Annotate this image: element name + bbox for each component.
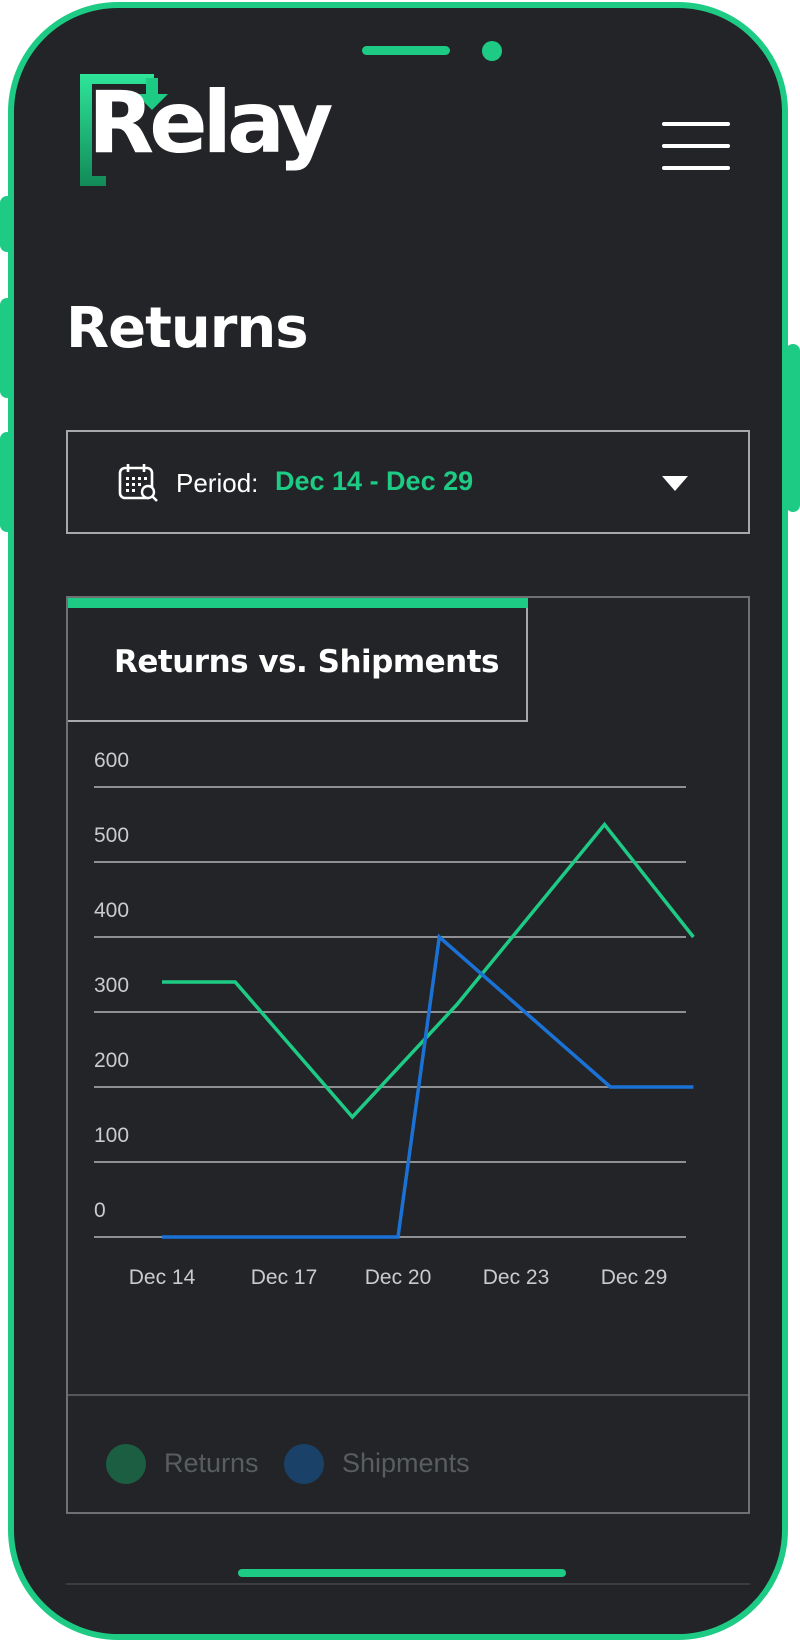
x-tick-label: Dec 23: [483, 1266, 550, 1289]
speaker-grille: [362, 46, 450, 55]
y-tick-label: 300: [94, 974, 129, 997]
front-camera: [482, 41, 502, 61]
x-tick-label: Dec 17: [251, 1266, 318, 1289]
returns-shipments-line-chart: 600 500 400 300 200 100 0 Dec 14 Dec 17 Dec 20 Dec…: [94, 749, 695, 1289]
y-tick-label: 600: [94, 749, 129, 772]
caret-down-icon[interactable]: [662, 476, 688, 492]
hamburger-menu-icon[interactable]: [662, 122, 730, 172]
phone-frame: Relay Returns Period: Dec 14 - Dec 29 Re…: [8, 2, 788, 1640]
legend-label-shipments: Shipments: [342, 1448, 470, 1478]
x-tick-label: Dec 29: [601, 1266, 668, 1289]
period-value: Dec 14 - Dec 29: [275, 466, 474, 496]
y-tick-label: 400: [94, 899, 129, 922]
legend-label-returns: Returns: [164, 1448, 259, 1478]
period-selector[interactable]: Period: Dec 14 - Dec 29: [66, 430, 750, 534]
next-card-edge: [66, 1583, 750, 1585]
period-label: Period:: [176, 468, 259, 498]
y-tick-label: 500: [94, 824, 129, 847]
tab-title: Returns vs. Shipments: [114, 644, 500, 680]
logo-wordmark: Relay: [88, 73, 333, 173]
tab-active-indicator: [68, 598, 528, 608]
y-tick-label: 200: [94, 1049, 129, 1072]
legend-dot-shipments: [284, 1444, 324, 1484]
y-tick-label: 0: [94, 1199, 106, 1222]
chart-card: Returns vs. Shipments 600 500 400 300 200 100…: [66, 596, 750, 1514]
calendar-search-icon: [118, 464, 158, 502]
legend-dot-returns: [106, 1444, 146, 1484]
series-line-shipments: [162, 933, 694, 1239]
logo-bracket-icon: [80, 74, 168, 186]
x-tick-label: Dec 20: [365, 1266, 432, 1289]
legend-divider: [68, 1394, 748, 1396]
tab-returns-vs-shipments[interactable]: Returns vs. Shipments: [68, 598, 528, 722]
y-tick-label: 100: [94, 1124, 129, 1147]
home-indicator[interactable]: [238, 1569, 566, 1577]
page-title: Returns: [66, 296, 309, 361]
relay-logo[interactable]: Relay: [64, 74, 333, 204]
x-tick-label: Dec 14: [129, 1266, 196, 1289]
series-line-returns: [162, 821, 695, 1120]
power-button: [786, 344, 800, 512]
